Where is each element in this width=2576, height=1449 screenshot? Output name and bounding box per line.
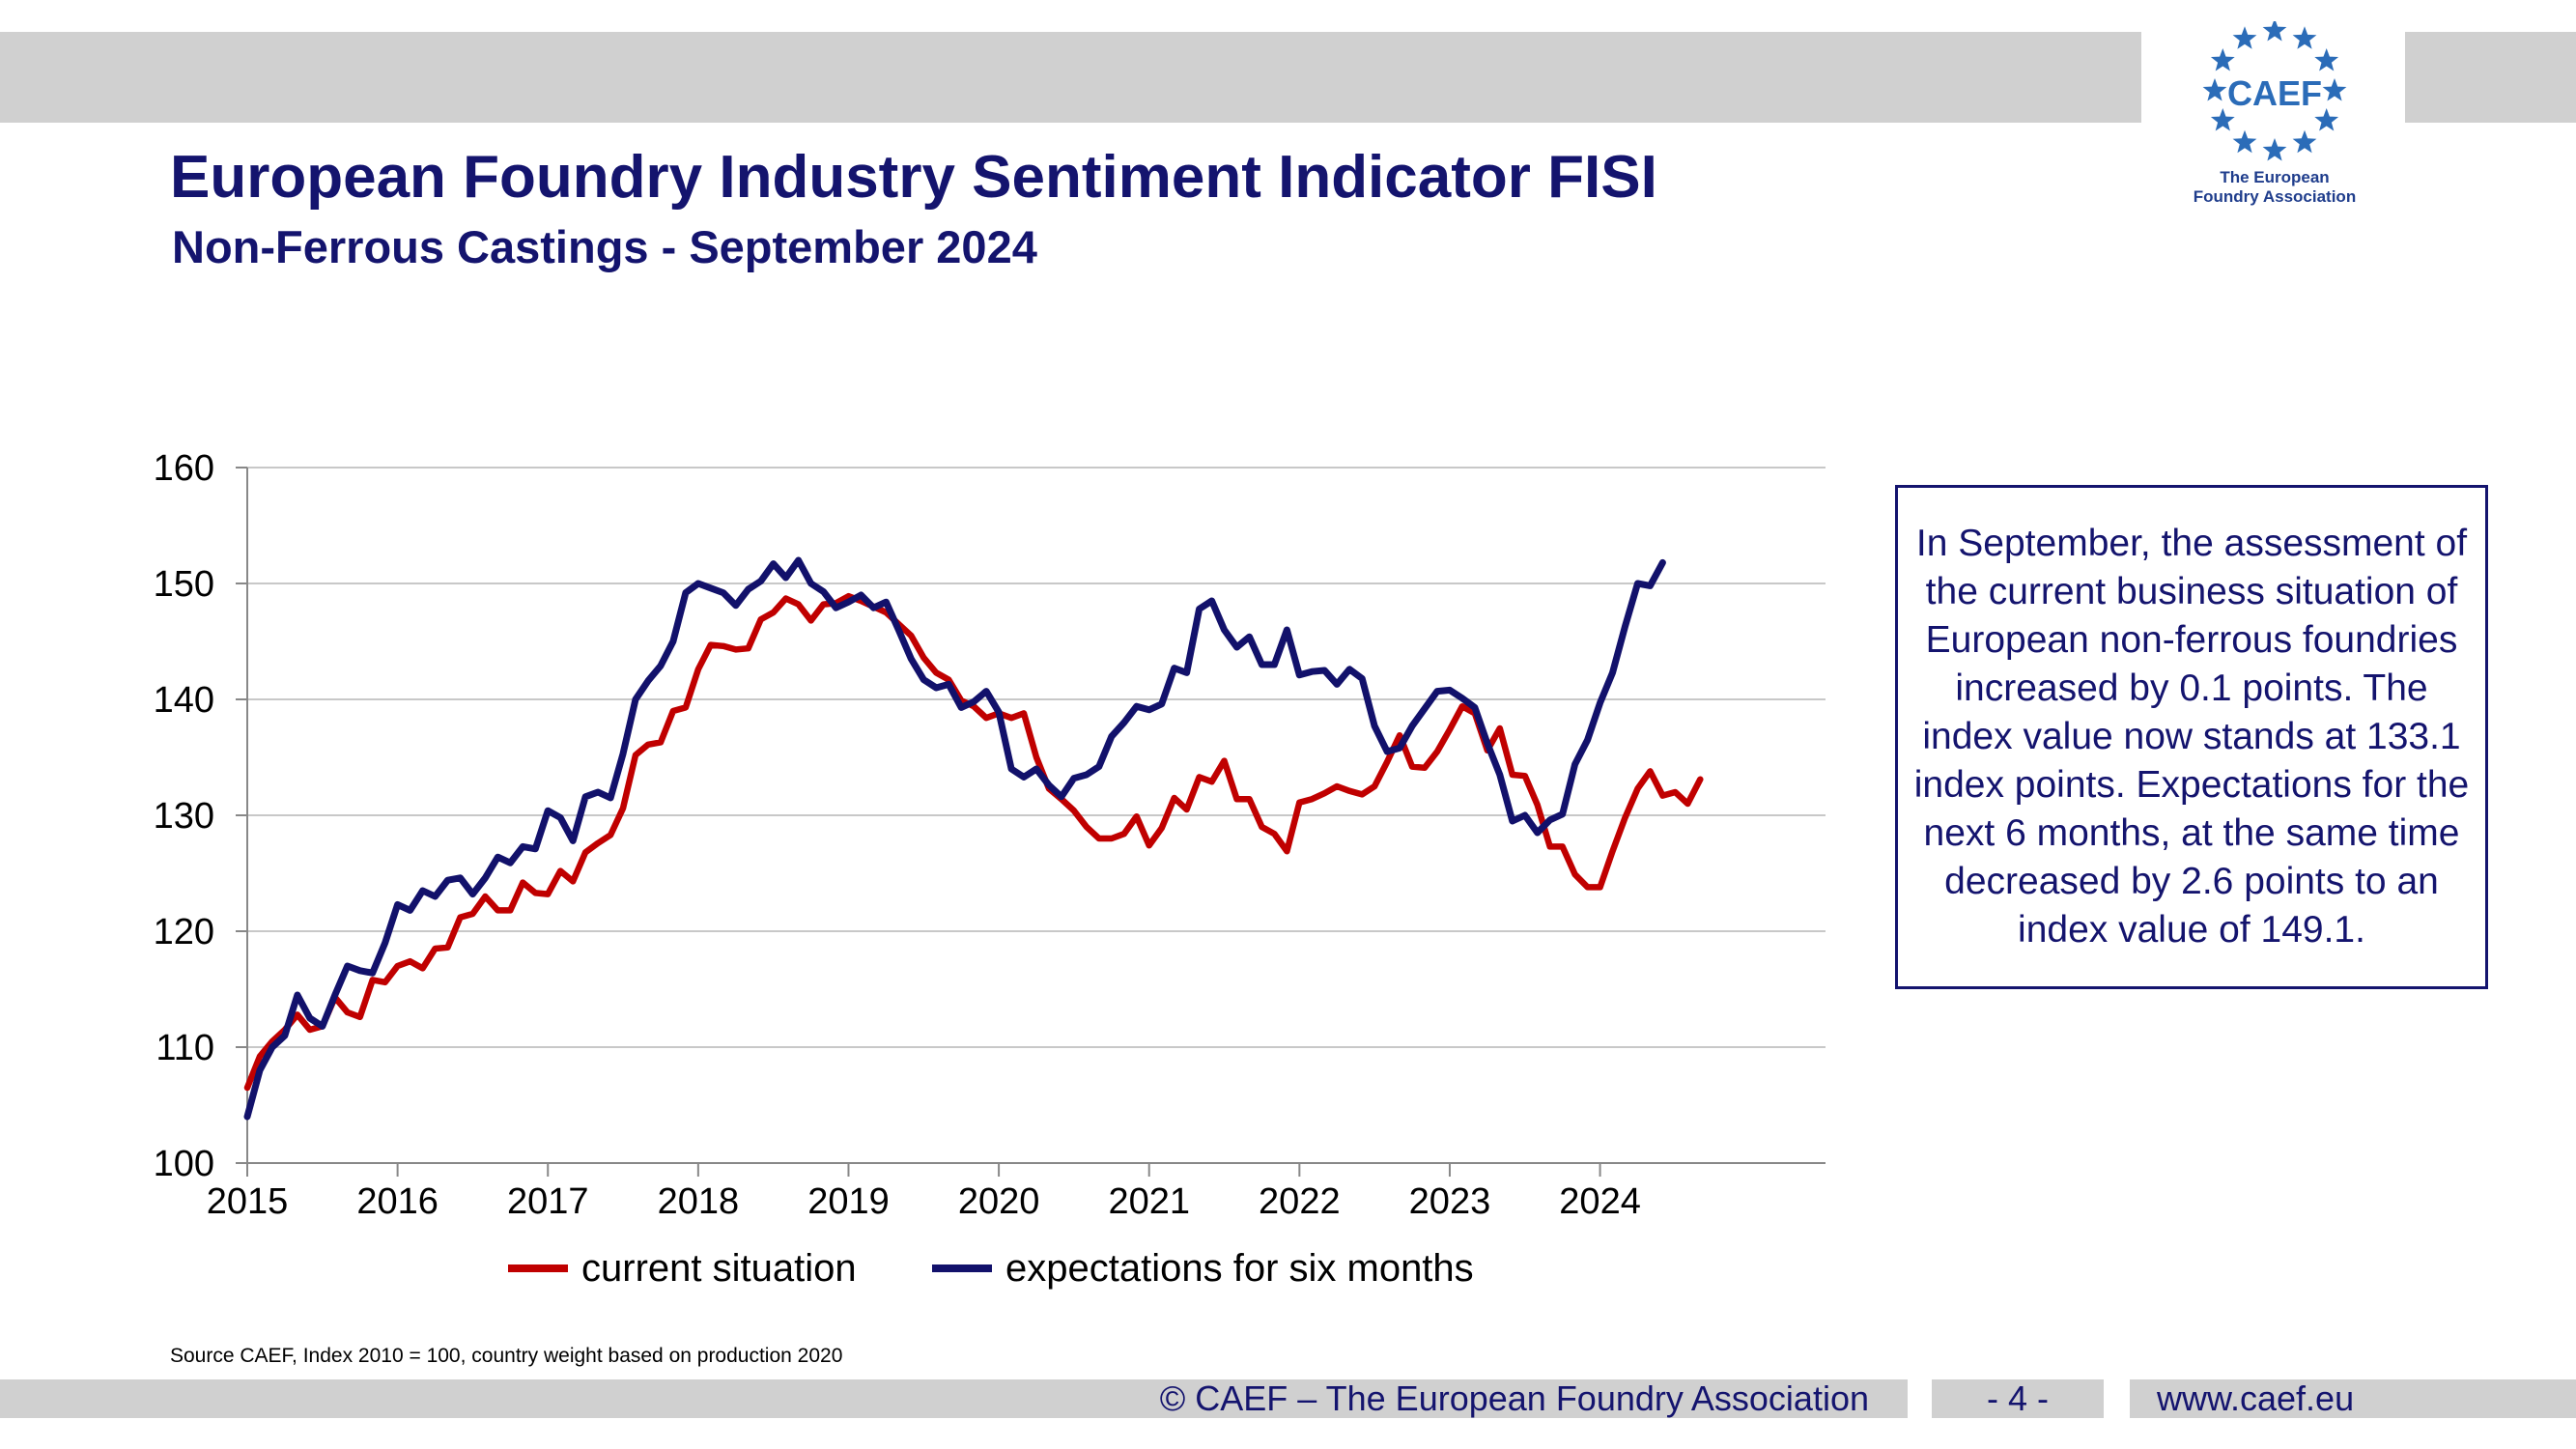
x-tick-label: 2024	[1559, 1181, 1641, 1222]
expectations-line	[243, 556, 1666, 1121]
info-box-text: In September, the assessment of the curr…	[1913, 523, 2470, 951]
logo-line2: Foundry Association	[2193, 187, 2357, 206]
y-tick-label: 140	[154, 680, 214, 721]
y-tick-label: 110	[156, 1028, 214, 1068]
logo-star-icon	[2314, 108, 2339, 131]
page-subtitle: Non-Ferrous Castings - September 2024	[172, 221, 1037, 272]
x-tick-label: 2016	[356, 1181, 439, 1222]
y-tick-label: 160	[154, 448, 214, 489]
y-axis-tick-labels: 100 110 120 130 140 150 160	[154, 448, 214, 1184]
x-tick-label: 2020	[958, 1181, 1040, 1222]
logo-star-icon	[2202, 78, 2227, 101]
x-tick-label: 2017	[507, 1181, 589, 1222]
x-tick-label: 2021	[1108, 1181, 1190, 1222]
x-tick-label: 2018	[658, 1181, 740, 1222]
x-tick-label: 2019	[807, 1181, 890, 1222]
header-band-left	[0, 32, 2141, 123]
info-box: In September, the assessment of the curr…	[1895, 485, 2488, 989]
x-tick-label: 2023	[1409, 1181, 1491, 1222]
chart-legend: current situation expectations for six mo…	[508, 1247, 1474, 1290]
logo-star-icon	[2210, 108, 2235, 131]
chart-axes	[236, 467, 1826, 1177]
logo-acronym: CAEF	[2227, 73, 2322, 113]
chart-gridlines	[247, 467, 1826, 1048]
eu-stars-icon	[2202, 18, 2347, 161]
source-note: Source CAEF, Index 2010 = 100, country w…	[170, 1345, 843, 1367]
logo-line1: The European	[2220, 168, 2330, 186]
current-situation-line	[243, 592, 1704, 1092]
logo-star-icon	[2210, 48, 2235, 71]
x-tick-label: 2015	[207, 1181, 289, 1222]
header-band-right	[2405, 32, 2576, 123]
caef-logo: CAEF The European Foundry Association	[2164, 18, 2386, 214]
logo-star-icon	[2292, 26, 2317, 49]
logo-star-icon	[2262, 18, 2287, 42]
page-title: European Foundry Industry Sentiment Indi…	[170, 144, 1657, 211]
footer-url: www.caef.eu	[2130, 1379, 2576, 1418]
y-tick-label: 150	[154, 564, 214, 605]
logo-star-icon	[2314, 48, 2339, 71]
logo-star-icon	[2262, 138, 2287, 161]
logo-star-icon	[2232, 129, 2257, 154]
legend-expectations-label: expectations for six months	[1005, 1247, 1474, 1290]
footer-copyright: © CAEF – The European Foundry Associatio…	[0, 1379, 1908, 1418]
logo-star-icon	[2292, 129, 2317, 154]
caef-logo-emblem: CAEF	[2202, 18, 2347, 161]
x-axis-tick-labels: 2015 2016 2017 2018 2019 2020 2021 2022 2023 2024	[207, 1181, 1641, 1222]
y-tick-label: 100	[154, 1144, 214, 1184]
chart-series	[243, 556, 1704, 1121]
y-tick-label: 130	[154, 796, 214, 837]
footer-page-number: - 4 -	[1932, 1379, 2104, 1418]
legend-current-situation-label: current situation	[581, 1247, 857, 1290]
logo-star-icon	[2322, 78, 2347, 101]
x-tick-label: 2022	[1259, 1181, 1341, 1222]
logo-star-icon	[2232, 26, 2257, 49]
y-tick-label: 120	[154, 912, 214, 952]
